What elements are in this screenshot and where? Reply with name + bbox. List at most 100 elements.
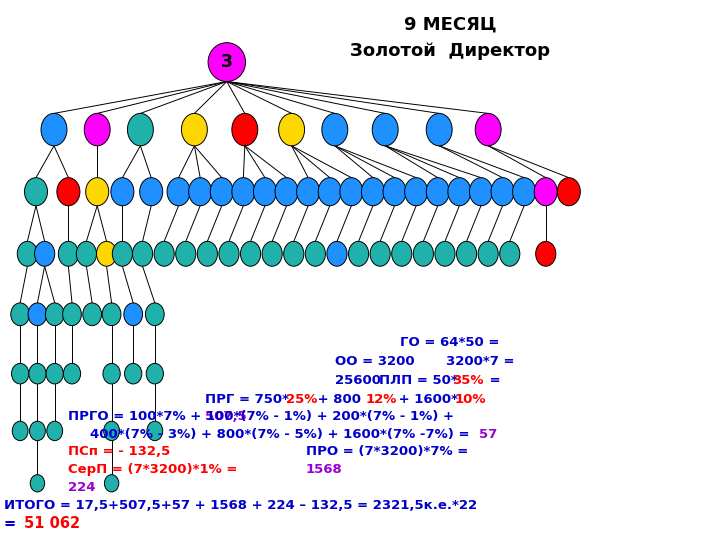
Text: 12%: 12% <box>366 393 397 406</box>
Ellipse shape <box>76 241 96 266</box>
Ellipse shape <box>146 363 163 384</box>
Ellipse shape <box>125 363 142 384</box>
Ellipse shape <box>426 178 449 206</box>
Ellipse shape <box>197 241 217 266</box>
Text: 507,5: 507,5 <box>205 410 247 423</box>
Text: ПРГО = 100*7% + 100*(7% - 1%) + 200*(7% - 1%) +: ПРГО = 100*7% + 100*(7% - 1%) + 200*(7% … <box>68 410 454 423</box>
Ellipse shape <box>361 178 384 206</box>
Ellipse shape <box>154 241 174 266</box>
Ellipse shape <box>132 241 153 266</box>
Ellipse shape <box>413 241 433 266</box>
Ellipse shape <box>29 363 46 384</box>
Text: 3200*7 =: 3200*7 = <box>446 355 515 368</box>
Ellipse shape <box>536 241 556 266</box>
Ellipse shape <box>208 43 246 82</box>
Ellipse shape <box>181 113 207 146</box>
Ellipse shape <box>340 178 363 206</box>
Ellipse shape <box>96 241 117 266</box>
Text: =: = <box>485 374 500 387</box>
Ellipse shape <box>284 241 304 266</box>
Ellipse shape <box>63 303 81 326</box>
Text: 1568: 1568 <box>306 463 343 476</box>
Ellipse shape <box>84 113 110 146</box>
Text: + 1600*: + 1600* <box>394 393 458 406</box>
Text: З: З <box>221 53 233 71</box>
Ellipse shape <box>167 178 190 206</box>
Text: ГО = 64*50 =: ГО = 64*50 = <box>400 336 499 349</box>
Ellipse shape <box>275 178 298 206</box>
Ellipse shape <box>145 303 164 326</box>
Text: 25%: 25% <box>286 393 318 406</box>
Ellipse shape <box>232 178 255 206</box>
Ellipse shape <box>210 178 233 206</box>
Ellipse shape <box>103 363 120 384</box>
Ellipse shape <box>57 178 80 206</box>
Ellipse shape <box>348 241 369 266</box>
Ellipse shape <box>11 303 30 326</box>
Ellipse shape <box>322 113 348 146</box>
Ellipse shape <box>392 241 412 266</box>
Text: 57: 57 <box>479 428 497 441</box>
Ellipse shape <box>426 113 452 146</box>
Ellipse shape <box>83 303 102 326</box>
Ellipse shape <box>262 241 282 266</box>
Ellipse shape <box>513 178 536 206</box>
Ellipse shape <box>232 113 258 146</box>
Text: 51 062: 51 062 <box>24 516 80 531</box>
Ellipse shape <box>176 241 196 266</box>
Ellipse shape <box>405 178 428 206</box>
Text: 35%: 35% <box>452 374 484 387</box>
Ellipse shape <box>370 241 390 266</box>
Ellipse shape <box>45 303 64 326</box>
Ellipse shape <box>500 241 520 266</box>
Ellipse shape <box>491 178 514 206</box>
Text: СерП = (7*3200)*1% =: СерП = (7*3200)*1% = <box>68 463 238 476</box>
Text: 25600: 25600 <box>335 374 381 387</box>
Ellipse shape <box>534 178 557 206</box>
Ellipse shape <box>46 363 63 384</box>
Ellipse shape <box>305 241 325 266</box>
Text: ПРГ = 750*: ПРГ = 750* <box>205 393 289 406</box>
Ellipse shape <box>372 113 398 146</box>
Ellipse shape <box>12 421 28 441</box>
Ellipse shape <box>240 241 261 266</box>
Text: 400*(7% - 3%) + 800*(7% - 5%) + 1600*(7% -7%) =: 400*(7% - 3%) + 800*(7% - 5%) + 1600*(7%… <box>90 428 469 441</box>
Ellipse shape <box>189 178 212 206</box>
Ellipse shape <box>297 178 320 206</box>
Ellipse shape <box>104 421 120 441</box>
Ellipse shape <box>24 178 48 206</box>
Ellipse shape <box>140 178 163 206</box>
Ellipse shape <box>469 178 492 206</box>
Text: ОО = 3200: ОО = 3200 <box>335 355 415 368</box>
Ellipse shape <box>219 241 239 266</box>
Ellipse shape <box>111 178 134 206</box>
Ellipse shape <box>30 475 45 492</box>
Text: =: = <box>4 516 21 531</box>
Ellipse shape <box>448 178 471 206</box>
Ellipse shape <box>63 363 81 384</box>
Ellipse shape <box>318 178 341 206</box>
Ellipse shape <box>279 113 305 146</box>
Text: 224: 224 <box>68 481 96 494</box>
Text: + 800: + 800 <box>313 393 366 406</box>
Ellipse shape <box>435 241 455 266</box>
Ellipse shape <box>17 241 37 266</box>
Text: Золотой  Директор: Золотой Директор <box>350 42 550 60</box>
Ellipse shape <box>47 421 63 441</box>
Ellipse shape <box>86 178 109 206</box>
Ellipse shape <box>456 241 477 266</box>
Ellipse shape <box>478 241 498 266</box>
Text: ПРО = (7*3200)*7% =: ПРО = (7*3200)*7% = <box>306 446 468 458</box>
Ellipse shape <box>327 241 347 266</box>
Ellipse shape <box>475 113 501 146</box>
Ellipse shape <box>102 303 121 326</box>
Text: ПСп = - 132,5: ПСп = - 132,5 <box>68 446 171 458</box>
Ellipse shape <box>104 475 119 492</box>
Ellipse shape <box>28 303 47 326</box>
Ellipse shape <box>124 303 143 326</box>
Ellipse shape <box>383 178 406 206</box>
Text: 10%: 10% <box>455 393 487 406</box>
Ellipse shape <box>35 241 55 266</box>
Ellipse shape <box>112 241 132 266</box>
Text: ИТОГО = 17,5+507,5+57 + 1568 + 224 – 132,5 = 2321,5к.е.*22: ИТОГО = 17,5+507,5+57 + 1568 + 224 – 132… <box>4 499 477 512</box>
